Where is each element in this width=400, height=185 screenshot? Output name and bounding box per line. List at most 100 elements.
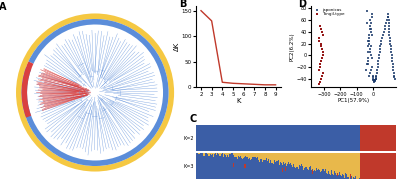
Bar [261, 159, 262, 179]
japonicas [384, 19, 390, 22]
Bar [217, 153, 218, 179]
Bar [219, 153, 220, 156]
Bar [238, 156, 239, 179]
Bar [388, 153, 389, 179]
Bar [374, 125, 375, 151]
Bar [242, 125, 243, 151]
Bar [333, 175, 334, 179]
Bar [327, 174, 328, 179]
Bar [270, 153, 271, 160]
Bar [335, 173, 336, 179]
Bar [319, 170, 320, 179]
Bar [210, 153, 211, 154]
Bar [215, 153, 216, 179]
Bar [258, 125, 259, 151]
Bar [296, 125, 297, 151]
Bar [352, 153, 353, 179]
Bar [360, 125, 361, 151]
japonicas [374, 65, 381, 68]
Bar [204, 125, 205, 151]
Bar [321, 153, 322, 171]
Bar [225, 153, 226, 155]
Bar [311, 125, 312, 151]
Bar [264, 160, 265, 179]
Bar [283, 162, 284, 179]
Bar [395, 125, 396, 151]
Bar [384, 125, 385, 151]
Bar [292, 125, 293, 151]
japonicas [374, 68, 380, 71]
Bar [212, 125, 213, 151]
Bar [251, 125, 252, 151]
Bar [278, 153, 279, 160]
Bar [362, 153, 363, 179]
Bar [228, 125, 229, 151]
japonicas [366, 33, 372, 36]
Bar [219, 125, 220, 151]
japonicas [364, 22, 370, 25]
japonicas [388, 48, 394, 51]
Bar [230, 153, 231, 154]
Tongil-type [316, 83, 322, 86]
Bar [309, 167, 310, 179]
Bar [226, 153, 227, 157]
Bar [318, 169, 319, 179]
Bar [241, 158, 242, 179]
Bar [241, 125, 242, 151]
Bar [370, 125, 371, 151]
Bar [243, 153, 244, 158]
Bar [303, 125, 304, 151]
Bar [366, 153, 367, 179]
Bar [250, 153, 251, 160]
Bar [297, 125, 298, 151]
Bar [345, 125, 346, 151]
Bar [262, 153, 263, 162]
Bar [329, 153, 330, 174]
Bar [391, 153, 392, 179]
Bar [315, 171, 316, 179]
Bar [348, 153, 349, 177]
japonicas [388, 51, 395, 54]
japonicas [367, 51, 373, 54]
Bar [297, 166, 298, 179]
Bar [265, 160, 266, 179]
japonicas [389, 60, 396, 63]
japonicas [380, 30, 387, 33]
Bar [337, 153, 338, 174]
japonicas [372, 79, 378, 82]
Bar [259, 162, 260, 179]
Bar [213, 157, 214, 179]
Bar [272, 153, 273, 163]
Bar [263, 160, 264, 179]
Bar [342, 174, 343, 179]
Bar [312, 153, 313, 169]
Bar [225, 125, 226, 151]
japonicas [369, 16, 375, 19]
Bar [372, 125, 373, 151]
Bar [346, 153, 347, 174]
Bar [273, 125, 274, 151]
Bar [264, 125, 265, 151]
Bar [328, 125, 329, 151]
japonicas [363, 68, 370, 71]
japonicas [386, 27, 392, 30]
Text: K=3: K=3 [184, 164, 194, 169]
Bar [207, 153, 208, 154]
Bar [285, 167, 286, 171]
Bar [255, 125, 256, 151]
japonicas [376, 54, 382, 57]
japonicas [377, 48, 383, 51]
Bar [344, 178, 345, 179]
Bar [274, 160, 275, 179]
japonicas [364, 63, 370, 65]
Bar [216, 153, 217, 155]
Bar [244, 157, 245, 179]
Bar [343, 125, 344, 151]
Bar [266, 125, 267, 151]
Bar [200, 153, 201, 179]
Bar [303, 153, 304, 170]
Bar [296, 153, 297, 167]
Bar [214, 153, 215, 154]
Bar [199, 153, 200, 154]
Bar [330, 153, 331, 175]
